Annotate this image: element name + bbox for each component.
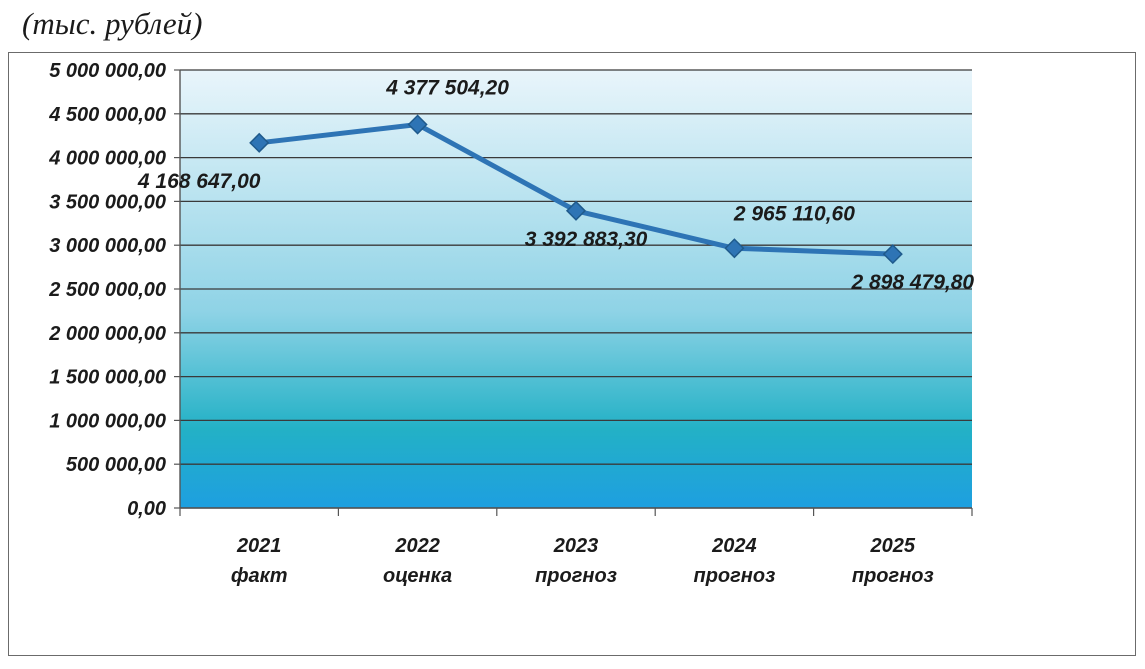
y-tick-label: 2 500 000,00 <box>48 279 166 301</box>
data-point-marker <box>565 200 587 221</box>
data-label: 2 965 110,60 <box>733 202 855 225</box>
x-category-label: 2021 факт <box>231 535 288 587</box>
chart-frame <box>8 52 1136 656</box>
series-line <box>249 114 903 265</box>
y-tick-label: 1 000 000,00 <box>49 410 166 432</box>
y-tick-label: 3 000 000,00 <box>49 235 166 257</box>
unit-caption: (тыс. рублей) <box>22 6 203 41</box>
data-point-marker <box>882 244 903 265</box>
data-label: 3 392 883,30 <box>525 228 648 251</box>
y-tick-label: 500 000,00 <box>66 454 166 476</box>
x-axis-category-labels: 2021 факт 2022 оценка 2023 прогноз 2024 прогноз… <box>231 535 934 587</box>
data-label: 4 168 647,00 <box>137 170 261 193</box>
y-tick-label: 5 000 000,00 <box>49 60 166 82</box>
y-tick-label: 0,00 <box>127 498 166 520</box>
x-category-label: 2024 прогноз <box>693 535 775 587</box>
y-tick-label: 3 500 000,00 <box>49 191 166 213</box>
y-tick-label: 4 000 000,00 <box>48 148 166 170</box>
axes <box>179 70 973 516</box>
x-category-label: 2025 прогноз <box>852 535 934 587</box>
data-label: 4 377 504,20 <box>385 77 509 100</box>
y-axis-tick-labels: 0,00 500 000,00 1 000 000,00 1 500 000,00 2 … <box>48 60 166 520</box>
y-tick-label: 2 000 000,00 <box>48 323 166 345</box>
data-point-marker <box>407 114 428 135</box>
data-point-marker <box>249 132 270 153</box>
data-labels: 4 168 647,00 4 377 504,20 3 392 883,30 2 96… <box>137 77 975 295</box>
x-category-label: 2023 прогноз <box>535 535 617 587</box>
data-label: 2 898 479,80 <box>850 271 974 294</box>
x-category-label: 2022 оценка <box>383 535 452 587</box>
data-point-marker <box>724 238 745 259</box>
y-tick-label: 4 500 000,00 <box>48 104 166 126</box>
y-tick-label: 1 500 000,00 <box>49 367 166 389</box>
